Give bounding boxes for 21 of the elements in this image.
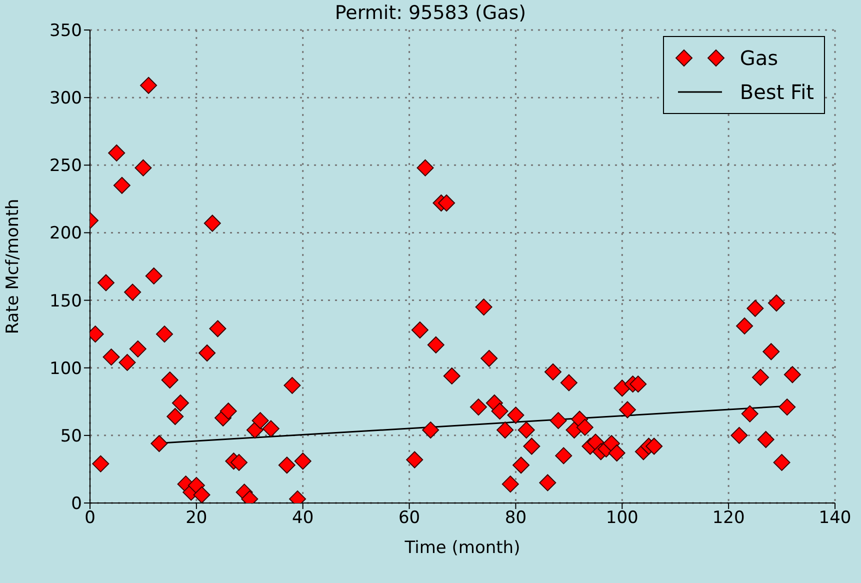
x-tick-label: 100 — [606, 508, 638, 528]
legend-label: Best Fit — [740, 79, 814, 106]
y-tick-label: 300 — [50, 88, 82, 109]
x-tick-label: 40 — [292, 508, 314, 528]
x-tick-label: 20 — [186, 508, 208, 528]
y-tick-label: 350 — [50, 21, 82, 42]
legend-label: Gas — [740, 45, 778, 72]
y-tick-label: 100 — [50, 358, 82, 379]
x-tick-label: 80 — [504, 508, 527, 528]
x-tick-label: 120 — [712, 508, 745, 528]
x-tick-label: 0 — [84, 508, 96, 528]
y-tick-label: 0 — [71, 494, 82, 514]
y-tick-label: 150 — [50, 291, 82, 312]
x-axis-title: Time (month) — [404, 538, 520, 558]
y-tick-label: 200 — [50, 224, 82, 244]
x-tick-label: 60 — [398, 508, 420, 528]
x-tick-label: 140 — [818, 508, 852, 528]
y-axis-title: Rate Mcf/month — [3, 198, 24, 334]
y-tick-label: 250 — [50, 156, 82, 176]
y-tick-label: 50 — [60, 426, 82, 446]
chart-title: Permit: 95583 (Gas) — [334, 2, 526, 24]
